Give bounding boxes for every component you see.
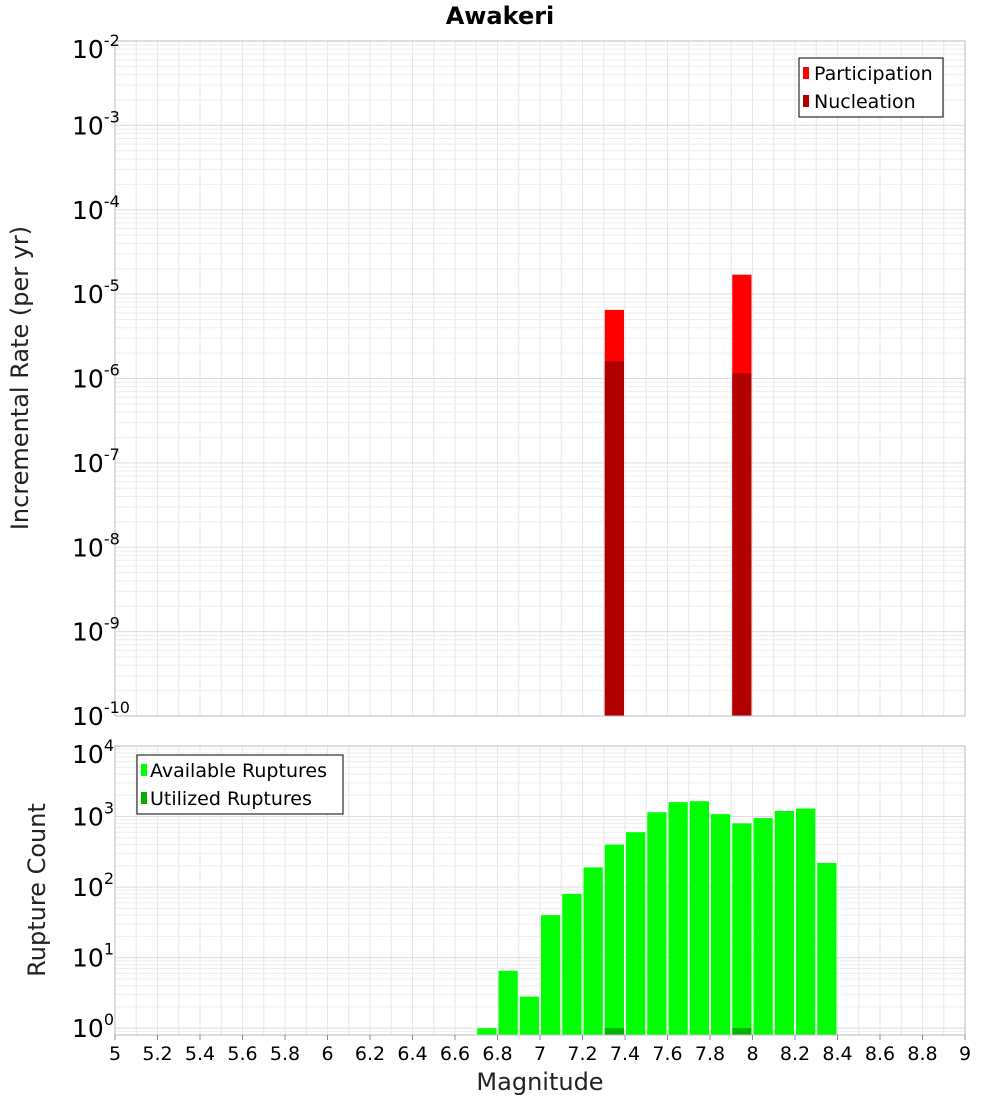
bar-available-ruptures (668, 802, 688, 1035)
bar-available-ruptures (647, 812, 667, 1035)
y-tick-label: 10-8 (72, 529, 120, 562)
x-tick-label: 8 (746, 1043, 758, 1065)
bar-available-ruptures (541, 915, 561, 1035)
top-bars (604, 274, 752, 716)
x-tick-label: 8.2 (780, 1043, 810, 1065)
y-tick-label: 100 (72, 1010, 114, 1043)
bar-available-ruptures (562, 893, 582, 1035)
y-tick-label: 10-9 (72, 614, 120, 647)
bottom-y-axis-label: Rupture Count (23, 803, 51, 977)
top-panel: 10-10 10-9 10-8 10-7 10-6 10-5 10-4 10-3 10-2 In… (6, 31, 966, 731)
bar-available-ruptures (711, 814, 731, 1035)
x-axis-label: Magnitude (476, 1068, 603, 1096)
bar-available-ruptures (732, 823, 752, 1035)
top-plot-frame (114, 40, 966, 717)
x-tick-label: 7.4 (610, 1043, 640, 1065)
bar-available-ruptures (774, 810, 794, 1035)
bar-available-ruptures (689, 801, 709, 1035)
x-ticks: 5 5.2 5.4 5.6 5.8 6 6.2 6.4 6.6 6.8 7 7.2 7.4 7.6 7.8 8… (109, 1035, 971, 1065)
y-tick-label: 10-4 (72, 192, 120, 225)
y-tick-label: 10-10 (72, 698, 130, 731)
legend-swatch-utilized (141, 792, 147, 804)
top-y-ticks: 10-10 10-9 10-8 10-7 10-6 10-5 10-4 10-3 10-2 (72, 31, 130, 731)
y-tick-label: 101 (72, 940, 114, 973)
bottom-legend-box (136, 754, 344, 815)
legend-swatch-nucleation (803, 95, 809, 107)
x-tick-label: 5.6 (227, 1043, 257, 1065)
bar-available-ruptures (519, 996, 539, 1035)
legend-swatch-participation (803, 67, 809, 79)
legend-label-utilized: Utilized Ruptures (150, 788, 312, 810)
bottom-legend: Available Ruptures Utilized Ruptures (136, 754, 344, 815)
y-tick-label: 10-6 (72, 361, 120, 394)
y-tick-label: 10-3 (72, 107, 120, 140)
x-tick-label: 6.4 (397, 1043, 427, 1065)
bar-available-ruptures (583, 867, 603, 1035)
bar-available-ruptures (498, 970, 518, 1035)
bottom-bars (477, 801, 837, 1035)
bottom-panel: 100 101 102 103 104 5 5.2 5.4 5.6 5.8 6 6.2 6.4 6.6 6… (23, 736, 971, 1096)
y-tick-label: 10-7 (72, 445, 120, 478)
top-legend: Participation Nucleation (798, 57, 944, 118)
top-gridlines (114, 40, 966, 717)
x-tick-label: 8.4 (822, 1043, 852, 1065)
bar-available-ruptures (626, 832, 646, 1035)
bar-available-ruptures (817, 862, 837, 1035)
bar-available-ruptures (477, 1028, 497, 1035)
x-tick-label: 7.6 (652, 1043, 682, 1065)
x-tick-label: 7.2 (567, 1043, 597, 1065)
top-y-axis-label: Incremental Rate (per yr) (6, 226, 34, 530)
legend-label-participation: Participation (814, 63, 933, 85)
y-tick-label: 10-5 (72, 276, 120, 309)
x-tick-label: 6.2 (355, 1043, 385, 1065)
bottom-y-ticks: 100 101 102 103 104 (72, 736, 114, 1043)
x-tick-label: 6.8 (482, 1043, 512, 1065)
x-tick-label: 9 (959, 1043, 971, 1065)
bar-utilized-ruptures (732, 1028, 752, 1035)
top-legend-box (798, 57, 944, 118)
bar-available-ruptures (796, 808, 816, 1035)
x-tick-label: 5.4 (185, 1043, 215, 1065)
chart-title: Awakeri (446, 2, 555, 30)
legend-swatch-available (141, 764, 147, 776)
x-tick-label: 5.8 (270, 1043, 300, 1065)
x-tick-label: 8.6 (865, 1043, 895, 1065)
y-tick-label: 104 (72, 736, 114, 769)
x-tick-label: 5.2 (142, 1043, 172, 1065)
x-tick-label: 6.6 (440, 1043, 470, 1065)
bar-available-ruptures (753, 818, 773, 1035)
bar-utilized-ruptures (604, 1028, 624, 1035)
x-tick-label: 8.8 (907, 1043, 937, 1065)
legend-label-nucleation: Nucleation (814, 91, 916, 113)
y-tick-label: 10-2 (72, 31, 120, 64)
bar-nucleation (604, 361, 624, 716)
bar-available-ruptures (604, 844, 624, 1035)
legend-label-available: Available Ruptures (150, 760, 327, 782)
x-tick-label: 7 (534, 1043, 546, 1065)
y-tick-label: 102 (72, 869, 114, 902)
bar-nucleation (732, 373, 752, 716)
x-tick-label: 7.8 (695, 1043, 725, 1065)
y-tick-label: 103 (72, 799, 114, 832)
x-tick-label: 5 (109, 1043, 121, 1065)
x-tick-label: 6 (321, 1043, 333, 1065)
